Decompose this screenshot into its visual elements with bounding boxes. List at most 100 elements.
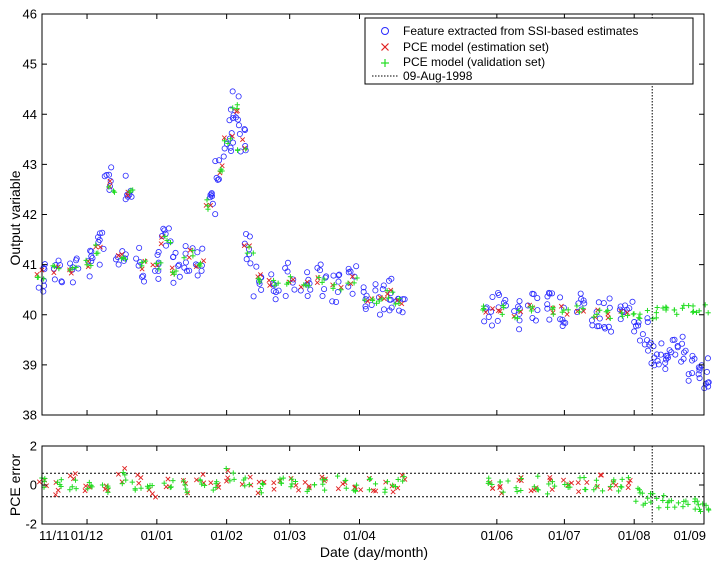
- data-point-scatter: [120, 254, 126, 261]
- data-point-scatter: [683, 498, 689, 504]
- data-point-scatter: [228, 136, 234, 142]
- data-point-scatter: [84, 262, 90, 268]
- data-point-scatter: [129, 479, 135, 485]
- data-point: [223, 478, 230, 484]
- data-point: [581, 300, 588, 307]
- data-point-scatter: [331, 282, 337, 288]
- data-point-scatter: [147, 482, 153, 489]
- data-point-scatter: [661, 493, 667, 499]
- data-point-scatter: [527, 304, 533, 310]
- data-point: [695, 502, 701, 508]
- data-point-scatter: [577, 290, 584, 297]
- data-point-scatter: [696, 367, 703, 374]
- data-point-scatter: [647, 491, 654, 497]
- data-point-scatter: [122, 172, 129, 179]
- data-point-scatter: [235, 122, 242, 129]
- data-point-scatter: [626, 480, 632, 486]
- data-point-scatter: [637, 315, 643, 322]
- data-point: [58, 477, 64, 483]
- data-point-scatter: [260, 481, 266, 488]
- data-point-scatter: [685, 377, 692, 384]
- output-variable-y-ticks: 38 39 40 41 42 43 44 45 46: [23, 7, 704, 423]
- legend-x-marker: [381, 43, 389, 51]
- data-point-scatter: [529, 314, 536, 321]
- data-point-scatter: [497, 308, 503, 314]
- data-point-scatter: [298, 284, 304, 290]
- data-point-scatter: [289, 481, 295, 487]
- data-point: [679, 305, 686, 311]
- data-point-scatter: [680, 355, 687, 362]
- data-point-scatter: [565, 307, 571, 313]
- data-point-scatter: [236, 131, 243, 138]
- data-point: [36, 479, 42, 485]
- data-point-scatter: [234, 102, 240, 108]
- data-point-scatter: [40, 288, 47, 295]
- data-point-scatter: [485, 313, 492, 320]
- data-point-scatter: [302, 479, 308, 485]
- data-point-scatter: [242, 483, 248, 489]
- legend-label-validation-set: PCE model (validation set): [403, 55, 545, 69]
- legend-label-ssi-feature: Feature extracted from SSI-based estimat…: [403, 24, 638, 38]
- data-point-scatter: [182, 259, 189, 266]
- data-point-scatter: [671, 307, 678, 313]
- data-point-scatter: [255, 276, 261, 282]
- data-point-scatter: [171, 271, 177, 277]
- data-point-scatter: [367, 476, 374, 482]
- data-point: [619, 313, 625, 319]
- data-point-scatter: [380, 306, 387, 313]
- data-point-scatter: [576, 309, 583, 315]
- pce-error-x-ticks: 11/11 01/12 01/01 01/02 01/03 01/04 01/06 01/07…: [39, 446, 706, 543]
- data-point-scatter: [512, 315, 518, 321]
- y-tick-label: 42: [23, 207, 37, 222]
- data-point: [607, 315, 613, 322]
- data-point-scatter: [85, 486, 91, 492]
- data-point-scatter: [349, 290, 356, 297]
- data-point-scatter: [376, 298, 382, 304]
- data-point-scatter: [333, 298, 340, 305]
- data-point-scatter: [284, 259, 291, 266]
- legend: Feature extracted from SSI-based estimat…: [364, 17, 694, 85]
- data-point: [500, 489, 506, 495]
- data-point-scatter: [694, 498, 700, 504]
- pce-error-plot-area: [36, 446, 712, 524]
- data-point: [180, 478, 187, 484]
- data-point-scatter: [588, 317, 595, 324]
- data-point: [690, 303, 696, 309]
- data-point: [389, 483, 395, 489]
- data-point: [288, 475, 294, 481]
- data-point-scatter: [370, 488, 376, 494]
- data-point: [576, 489, 582, 495]
- data-point-scatter: [82, 488, 88, 494]
- data-point-scatter: [362, 296, 369, 303]
- data-point-scatter: [599, 488, 606, 494]
- data-point-scatter: [636, 487, 642, 493]
- data-point: [636, 337, 643, 344]
- data-point-scatter: [608, 328, 615, 335]
- data-point-scatter: [270, 277, 277, 284]
- data-point-scatter: [229, 88, 236, 95]
- data-point-scatter: [319, 293, 326, 300]
- data-point-scatter: [72, 477, 79, 483]
- y-tick-label: 46: [23, 7, 37, 22]
- data-point-scatter: [212, 211, 219, 218]
- data-point-scatter: [672, 504, 678, 510]
- data-point: [366, 476, 372, 483]
- data-point-scatter: [176, 261, 183, 268]
- data-point-scatter: [530, 291, 537, 298]
- data-point-scatter: [96, 236, 103, 243]
- data-point: [272, 282, 278, 288]
- data-point-scatter: [282, 293, 289, 300]
- data-point-scatter: [307, 286, 314, 293]
- data-point-scatter: [490, 485, 496, 491]
- series-plus: [34, 102, 711, 322]
- data-point-scatter: [396, 296, 402, 302]
- legend-circle-marker: [381, 27, 389, 35]
- data-point-scatter: [277, 476, 283, 482]
- data-point-scatter: [115, 471, 121, 477]
- data-point: [306, 483, 312, 489]
- data-point-scatter: [639, 331, 646, 338]
- data-point-scatter: [257, 272, 263, 278]
- data-point-scatter: [243, 256, 250, 263]
- y-tick-label: 44: [23, 107, 37, 122]
- data-point-scatter: [67, 260, 74, 267]
